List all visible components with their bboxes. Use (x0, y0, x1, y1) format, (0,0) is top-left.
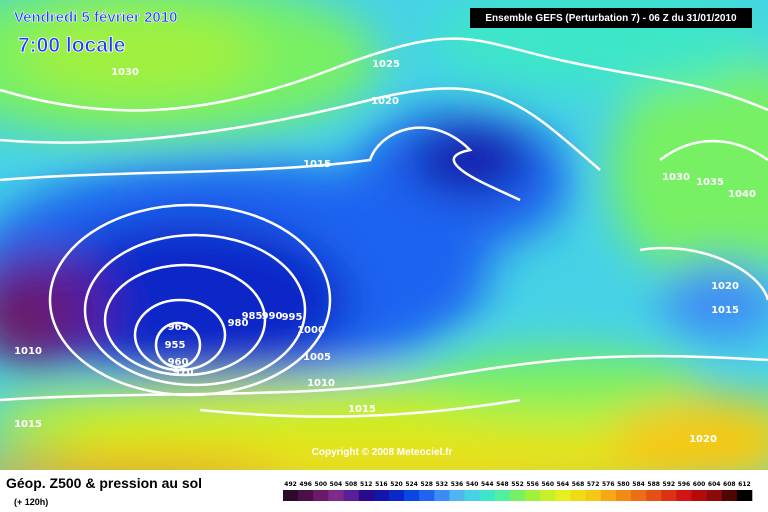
scale-cell (540, 490, 556, 501)
scale-cell (313, 490, 329, 501)
scale-cell (494, 490, 511, 501)
scale-cell (328, 490, 344, 501)
scale-cell (343, 490, 359, 501)
isobar-label: 1020 (689, 434, 717, 445)
scale-cell (661, 490, 677, 501)
legend-subtitle: (+ 120h) (14, 497, 48, 507)
scale-cell (615, 490, 632, 501)
scale-label: 504 (330, 481, 343, 488)
scale-label: 576 (602, 481, 615, 488)
scale-label: 552 (511, 481, 524, 488)
copyright: Copyright © 2008 Meteociel.fr (312, 447, 453, 458)
scale-label: 532 (436, 481, 449, 488)
scale-label: 520 (390, 481, 403, 488)
scale-cell (479, 490, 496, 501)
isobar-label: 980 (228, 318, 249, 329)
scale-label: 540 (466, 481, 479, 488)
isobar-label: 1020 (711, 281, 739, 292)
isobar-label: 1015 (303, 159, 331, 170)
scale-label: 500 (315, 481, 328, 488)
scale-label: 496 (299, 481, 312, 488)
isobars (0, 37, 768, 418)
scale-label: 588 (647, 481, 660, 488)
legend-title: Géop. Z500 & pression au sol (6, 475, 202, 491)
scale-label: 580 (617, 481, 630, 488)
scale-cell (373, 490, 390, 501)
isobar-label: 1010 (14, 346, 42, 357)
scale-label: 600 (693, 481, 706, 488)
scale-cell (630, 490, 647, 501)
isobar-label: 965 (168, 322, 189, 333)
scale-cell (388, 490, 405, 501)
isobar-label: 1030 (662, 172, 690, 183)
isobar-label: 1010 (307, 378, 335, 389)
date: Vendredi 5 février 2010 (14, 9, 177, 26)
isobar-label: 1015 (348, 404, 376, 415)
scale-label: 544 (481, 481, 494, 488)
isobar-label: 985 (242, 311, 263, 322)
scale-cell (736, 490, 753, 501)
scale-label: 584 (632, 481, 645, 488)
scale-cell (706, 490, 723, 501)
scale-cell (298, 490, 314, 501)
isobar-label: 1000 (297, 325, 325, 336)
scale-label: 492 (284, 481, 297, 488)
scale-cell (434, 490, 450, 501)
isobar-label: 960 (168, 357, 189, 368)
scale-label: 596 (678, 481, 691, 488)
scale-cell (283, 490, 299, 501)
scale-label: 516 (375, 481, 388, 488)
scale-cell (525, 490, 541, 501)
isobar-label: 1015 (711, 305, 739, 316)
isobar-label: 1020 (371, 96, 399, 107)
isobar-label: 1015 (14, 419, 42, 430)
scale-label: 608 (723, 481, 736, 488)
scale-cell (419, 490, 435, 501)
scale-cell (600, 490, 617, 501)
scale-label: 568 (572, 481, 585, 488)
scale-label: 524 (405, 481, 418, 488)
scale-label: 508 (345, 481, 358, 488)
isobar-label: 995 (282, 312, 303, 323)
scale-label: 572 (587, 481, 600, 488)
scale-cell (570, 490, 586, 501)
isobar-label: 970 (173, 367, 194, 378)
map-field (0, 0, 768, 470)
scale-cell (555, 490, 571, 501)
scale-cell (358, 490, 375, 501)
scale-label: 604 (708, 481, 721, 488)
scale-cell (464, 490, 480, 501)
isobar-label: 1030 (111, 67, 139, 78)
scale-label: 548 (496, 481, 509, 488)
scale-cell (676, 490, 692, 501)
scale-cell (691, 490, 707, 501)
scale-cell (585, 490, 602, 501)
run-info: Ensemble GEFS (Perturbation 7) - 06 Z du… (485, 13, 737, 24)
scale-label: 536 (451, 481, 464, 488)
scale-label: 556 (526, 481, 539, 488)
isobar-label: 955 (165, 340, 186, 351)
scale-cell (509, 490, 526, 501)
scale-label: 560 (541, 481, 554, 488)
scale-cell (404, 490, 420, 501)
time: 7:00 locale (18, 34, 125, 57)
scale-label: 528 (420, 481, 433, 488)
scale-label: 592 (663, 481, 676, 488)
scale-cell (449, 490, 465, 501)
isobar-label: 1040 (728, 189, 756, 200)
isobar-label: 1005 (303, 352, 331, 363)
scale-label: 564 (557, 481, 570, 488)
isobar-label: 1035 (696, 177, 724, 188)
scale-label: 512 (360, 481, 373, 488)
isobar-label: 990 (262, 311, 283, 322)
run-box (470, 8, 752, 28)
scale-cell (721, 490, 738, 501)
scale-cell (646, 490, 662, 501)
scale-label: 612 (738, 481, 751, 488)
isobar-label: 1025 (372, 59, 400, 70)
